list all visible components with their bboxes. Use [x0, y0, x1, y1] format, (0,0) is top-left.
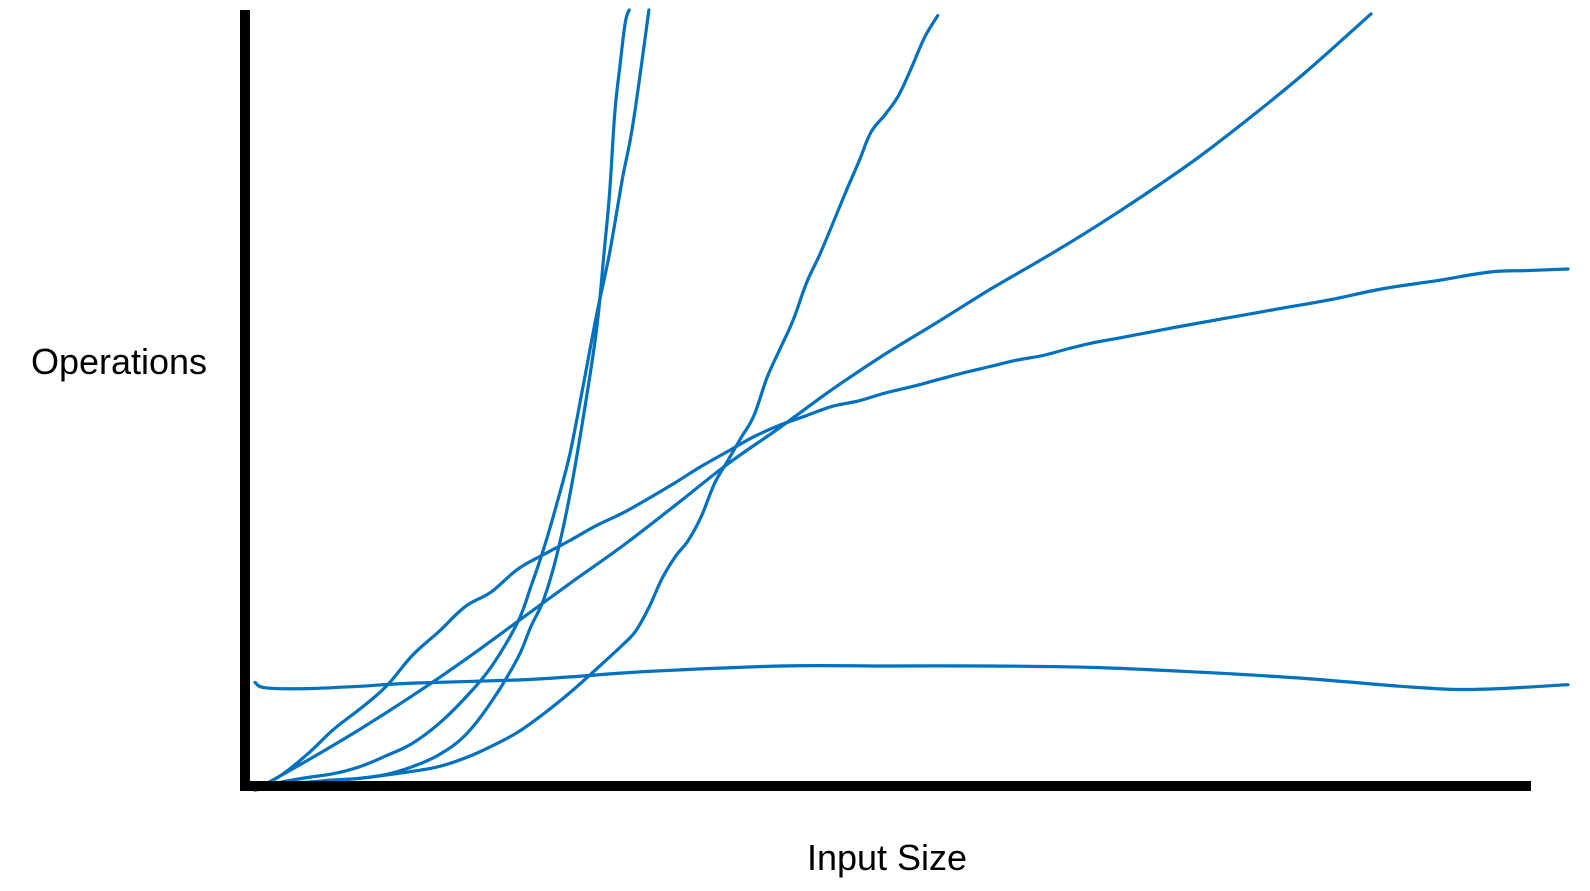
series-line-3 [253, 12, 1373, 792]
series-line-6 [253, 8, 631, 792]
series-layer [253, 8, 1570, 792]
series-line-2 [253, 267, 1570, 792]
x-axis-label: Input Size [807, 837, 967, 878]
series-line-5 [253, 13, 940, 792]
series-line-1 [253, 663, 1570, 692]
y-axis-label: Operations [31, 341, 207, 382]
series-line-4 [253, 8, 651, 792]
